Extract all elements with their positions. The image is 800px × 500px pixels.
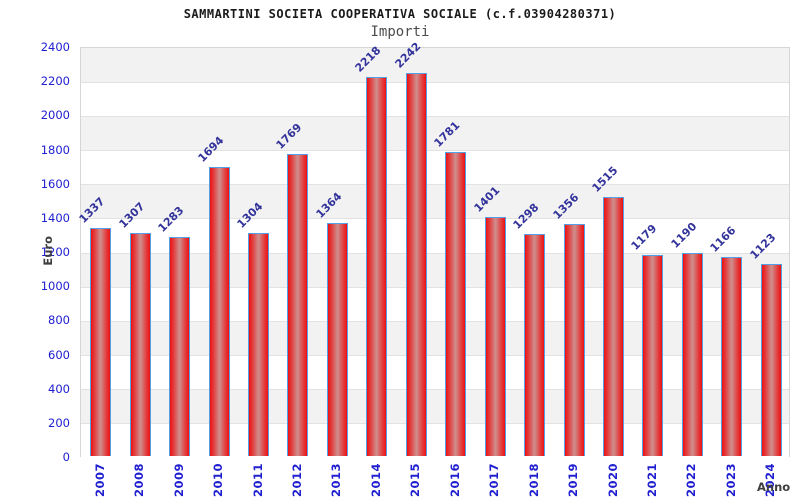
bar-2010	[208, 166, 230, 456]
y-tick-label: 1600	[40, 176, 70, 191]
x-tick-label: 2017	[487, 463, 502, 498]
y-tick-label: 1200	[40, 245, 70, 259]
x-tick-label: 2012	[289, 463, 304, 498]
y-tick-label: 1400	[40, 210, 70, 225]
y-axis-title: Euro	[41, 236, 55, 266]
x-tick-label: 2010	[211, 463, 226, 498]
gridline	[81, 355, 789, 356]
gridline	[81, 423, 789, 425]
x-tick-label: 2020	[605, 463, 620, 498]
x-tick-label: 2013	[329, 463, 344, 498]
x-tick-label: 2022	[684, 463, 699, 498]
plot-band	[81, 321, 789, 356]
x-tick-label: 2018	[526, 463, 541, 498]
bar-2007	[90, 227, 112, 456]
plot-band	[81, 218, 789, 253]
plot-band	[81, 287, 789, 322]
bar-2019	[563, 224, 585, 456]
bar-2013	[326, 222, 348, 456]
bar-2009	[169, 236, 191, 456]
bar-2011	[248, 233, 269, 456]
chart-subtitle: Importi	[370, 24, 430, 40]
x-tick-label: 2008	[132, 463, 147, 498]
x-tick-label: 2011	[250, 463, 265, 498]
bar-2017	[484, 216, 506, 456]
gridline	[81, 320, 789, 322]
x-tick-label: 2016	[447, 463, 462, 498]
bar-2015	[405, 73, 427, 456]
plot-area: 1337 1307 1283 1694 1304 1769 1364 2218 2242 1781…	[77, 40, 790, 458]
bar-2021	[642, 254, 664, 456]
bar-2022	[681, 252, 703, 456]
y-tick-label: 0	[62, 450, 70, 464]
y-tick-label: 1000	[40, 279, 70, 294]
gridline	[81, 184, 789, 186]
bar-2008	[129, 232, 151, 456]
bar-2016	[445, 151, 467, 456]
y-tick-label: 600	[48, 347, 70, 362]
x-tick-label: 2009	[171, 463, 186, 498]
chart-title: SAMMARTINI SOCIETA COOPERATIVA SOCIALE (…	[183, 7, 617, 21]
y-tick-label: 2000	[40, 108, 70, 123]
bar-2014	[366, 77, 388, 456]
plot-band	[81, 82, 789, 117]
plot-band	[81, 150, 789, 185]
gridline	[81, 218, 789, 220]
bar-2024	[760, 264, 782, 456]
x-tick-label: 2019	[566, 463, 581, 498]
y-tick-label: 1800	[40, 142, 70, 157]
y-tick-label: 200	[48, 415, 70, 430]
x-tick-label: 2023	[723, 463, 738, 498]
y-tick-label: 2400	[40, 40, 70, 54]
plot-band	[81, 116, 789, 151]
x-tick-label: 2015	[408, 463, 423, 498]
plot-band	[81, 48, 789, 83]
bar-2018	[524, 234, 546, 456]
plot-band	[81, 184, 789, 219]
x-axis-title: Anno	[757, 480, 791, 494]
bar-2020	[603, 197, 624, 456]
y-tick-label: 800	[48, 313, 70, 328]
x-tick-label: 2021	[644, 463, 659, 498]
x-tick-label: 2014	[368, 463, 383, 498]
plot-band	[81, 253, 789, 288]
plot-band	[81, 423, 789, 458]
gridline	[81, 286, 789, 288]
gridline	[81, 150, 789, 151]
gridline	[81, 115, 789, 117]
bar-2012	[287, 153, 309, 456]
gridline	[81, 81, 789, 83]
gridline	[81, 389, 789, 391]
plot-band	[81, 355, 789, 390]
gridline	[81, 252, 789, 254]
bar-2023	[721, 256, 743, 456]
plot-band	[81, 389, 789, 424]
x-tick-label: 2007	[92, 463, 107, 498]
y-tick-label: 400	[48, 381, 70, 396]
y-tick-label: 2200	[40, 74, 70, 89]
